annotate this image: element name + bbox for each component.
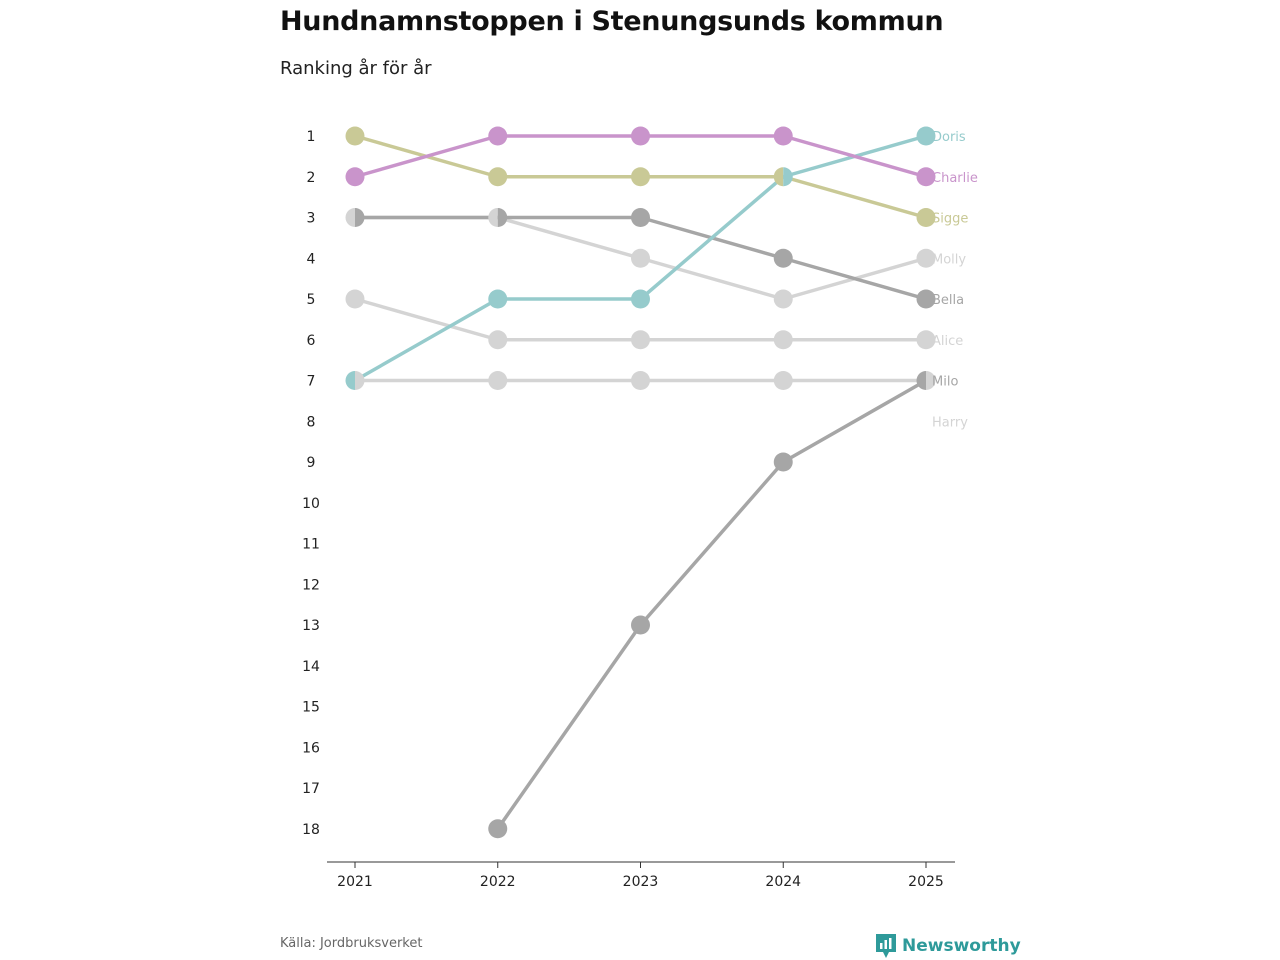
data-point: [631, 289, 650, 309]
x-tick-label: 2023: [623, 874, 659, 890]
brand-logo: Newsworthy: [876, 934, 1021, 958]
series-label: Milo: [932, 375, 958, 390]
y-tick-label: 16: [302, 740, 320, 756]
data-point: [631, 126, 650, 146]
data-point-half: [345, 371, 355, 390]
y-tick-label: 15: [302, 700, 320, 716]
data-point: [631, 371, 650, 390]
x-tick-label: 2024: [765, 874, 801, 890]
y-tick-label: 14: [302, 659, 320, 675]
y-tick-label: 3: [307, 211, 316, 227]
data-point-half: [926, 371, 936, 390]
data-point: [773, 126, 793, 146]
data-point: [631, 330, 650, 350]
y-tick-label: 11: [302, 537, 320, 553]
data-point: [916, 167, 936, 187]
newsworthy-logo-icon: [876, 934, 896, 958]
data-point: [488, 371, 508, 390]
y-tick-label: 10: [302, 496, 320, 512]
series-line: [496, 378, 927, 830]
series-label: Sigge: [932, 212, 968, 227]
data-point: [773, 452, 793, 472]
data-point: [488, 819, 508, 839]
y-tick-label: 8: [307, 414, 316, 430]
data-point-half: [773, 167, 784, 187]
y-tick-label: 4: [307, 251, 316, 267]
data-point: [631, 167, 650, 187]
series-label: Charlie: [932, 171, 978, 186]
series-label: Doris: [932, 130, 966, 145]
chart-subtitle: Ranking år för år: [280, 58, 432, 79]
data-point-half: [783, 167, 793, 187]
data-point: [631, 615, 650, 635]
data-point: [773, 289, 793, 309]
data-point-half: [916, 371, 926, 390]
data-point: [488, 167, 508, 187]
y-tick-label: 2: [307, 170, 316, 186]
y-tick-label: 12: [302, 577, 320, 593]
data-point-half: [345, 208, 355, 227]
y-tick-label: 18: [302, 822, 320, 838]
data-point: [488, 330, 508, 350]
series-label: Harry: [932, 415, 968, 430]
series-label: Bella: [932, 293, 964, 308]
x-tick-label: 2022: [480, 874, 516, 890]
data-point-half: [355, 371, 365, 390]
y-tick-label: 17: [302, 781, 320, 797]
data-point-half: [497, 208, 508, 227]
x-axis: 2021 2022 2023 2024 2025: [337, 862, 944, 890]
data-point: [773, 330, 793, 350]
source-note: Källa: Jordbruksverket: [280, 936, 423, 951]
data-point: [916, 289, 936, 309]
y-tick-label: 9: [307, 455, 316, 471]
series-labels: Harry Alice Molly Milo Bella Sigge Doris Charli…: [932, 130, 978, 430]
data-point: [916, 248, 936, 268]
y-tick-label: 6: [307, 333, 316, 349]
data-point: [916, 126, 936, 146]
data-point: [345, 167, 365, 187]
data-point: [345, 289, 365, 309]
y-tick-label: 5: [307, 292, 316, 308]
data-point: [916, 208, 936, 227]
y-tick-label: 1: [307, 129, 316, 145]
chart-title: Hundnamnstoppen i Stenungsunds kommun: [280, 6, 944, 37]
data-point: [631, 248, 650, 268]
y-tick-label: 13: [302, 618, 320, 634]
data-point: [631, 208, 650, 227]
series-points: [345, 126, 936, 839]
series-lines: [354, 134, 927, 830]
x-tick-label: 2025: [908, 874, 944, 890]
brand-name: Newsworthy: [902, 936, 1021, 956]
series-label: Alice: [932, 334, 963, 349]
data-point: [773, 371, 793, 390]
data-point: [488, 126, 508, 146]
series-label: Molly: [932, 252, 966, 267]
y-tick-label: 7: [307, 374, 316, 390]
data-point: [916, 330, 936, 350]
data-point: [488, 289, 508, 309]
data-point: [345, 126, 365, 146]
x-tick-label: 2021: [337, 874, 373, 890]
data-point: [773, 248, 793, 268]
data-point-half: [355, 208, 365, 227]
data-point-half: [488, 208, 498, 227]
